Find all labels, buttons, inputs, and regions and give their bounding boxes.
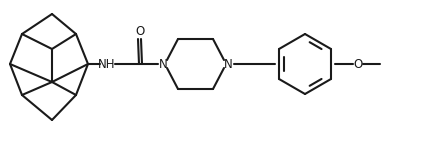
- Text: NH: NH: [98, 58, 116, 70]
- Text: N: N: [159, 58, 167, 70]
- Text: O: O: [353, 58, 363, 70]
- Text: N: N: [224, 58, 233, 70]
- Text: O: O: [135, 25, 145, 37]
